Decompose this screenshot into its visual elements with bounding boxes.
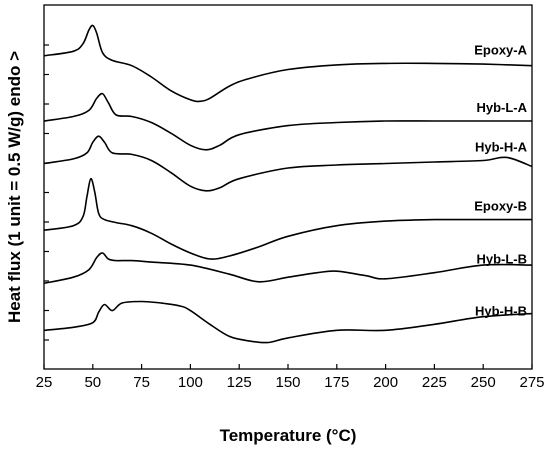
x-tick-label: 50: [84, 374, 101, 391]
plot-frame: [43, 4, 533, 370]
series-label-epoxy-a: Epoxy-A: [474, 42, 527, 57]
series-label-epoxy-b: Epoxy-B: [474, 199, 527, 214]
x-tick-label: 25: [36, 374, 53, 391]
x-tick-label: 200: [373, 374, 398, 391]
x-axis-ticks: 25 50 75 100 125 150 175 200 225 250 275: [36, 364, 545, 391]
y-axis-title: Heat flux (1 unit = 0.5 W/g) endo >: [5, 51, 24, 323]
series-line-hyb-l-a: [43, 92, 532, 151]
series-label-hyb-l-a: Hyb-L-A: [476, 100, 527, 115]
series-label-hyb-h-b: Hyb-H-B: [475, 303, 527, 318]
x-axis-title: Temperature (°C): [220, 426, 357, 445]
x-tick-label: 250: [471, 374, 496, 391]
series-line-epoxy-a: [43, 24, 533, 103]
x-tick-label: 150: [275, 374, 300, 391]
x-tick-label: 225: [422, 374, 447, 391]
x-tick-label: 275: [519, 374, 544, 391]
plot-area: 25 50 75 100 125 150 175 200 225 250 275 Epoxy-A Hy…: [36, 4, 545, 391]
series-line-hyb-h-b: [43, 300, 533, 344]
series-label-hyb-l-b: Hyb-L-B: [476, 252, 527, 267]
series-label-hyb-h-a: Hyb-H-A: [475, 139, 528, 154]
x-tick-label: 125: [227, 374, 252, 391]
x-tick-label: 100: [178, 374, 203, 391]
y-axis-ticks: [44, 44, 49, 341]
series-line-hyb-h-a: [43, 135, 533, 192]
x-tick-label: 75: [133, 374, 150, 391]
x-tick-label: 175: [324, 374, 349, 391]
series-line-epoxy-b: [43, 177, 532, 260]
series-line-hyb-l-b: [43, 252, 533, 285]
series-labels: Epoxy-A Hyb-L-A Hyb-H-A Epoxy-B Hyb-L-B Hyb-H…: [474, 42, 527, 318]
series-lines: [43, 24, 533, 344]
